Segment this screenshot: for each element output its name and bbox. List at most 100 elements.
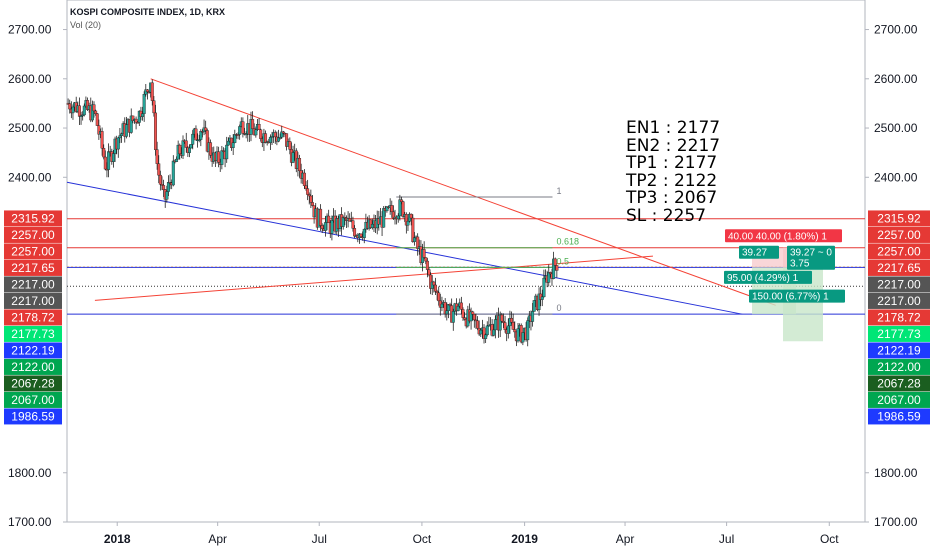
trade-plan-note[interactable]: EN1 : 2177 EN2 : 2217 TP1 : 2177 TP2 : 2… — [626, 119, 721, 225]
candle-body — [370, 224, 374, 228]
price-label-right-bg — [868, 276, 930, 293]
candle-body — [396, 215, 400, 220]
candle-body — [288, 141, 292, 150]
note-line-tp1: TP1 : 2177 — [626, 153, 718, 173]
candle-body — [204, 127, 208, 131]
candle-body — [71, 106, 75, 114]
candle-body — [440, 303, 444, 308]
candle-body — [510, 318, 514, 323]
price-label-left: 2257.00 — [11, 228, 55, 242]
x-tick-label: 2019 — [511, 532, 538, 546]
candle-body — [268, 136, 272, 143]
price-label-left-bg — [4, 375, 62, 392]
x-tick-label: 2018 — [104, 532, 131, 546]
candle-body — [259, 129, 263, 139]
price-label-right-bg — [868, 210, 930, 227]
candle-body — [359, 233, 363, 237]
price-label-right: 1986.59 — [877, 409, 921, 423]
candle-body — [298, 158, 302, 171]
candle-body — [433, 284, 437, 292]
fib-level-label: 0 — [556, 303, 561, 313]
position-label-target-1-bg — [724, 270, 812, 284]
y-tick-label-left: 2500.00 — [8, 121, 52, 135]
price-label-right: 2177.73 — [877, 327, 921, 341]
position-label-risk: 40.00 40.00 (1.80%) 1 — [728, 231, 827, 242]
candle-body — [155, 149, 159, 164]
volume-indicator-label[interactable]: Vol (20) — [70, 20, 102, 30]
plot-area — [66, 0, 866, 523]
candle-body — [471, 311, 475, 315]
candle-body — [424, 257, 428, 262]
price-label-right-bg — [868, 408, 930, 425]
price-label-right: 2257.00 — [877, 228, 921, 242]
candle-body — [500, 314, 504, 322]
price-label-left: 2217.00 — [11, 277, 55, 291]
candle-body — [353, 228, 357, 237]
candle-body — [150, 82, 154, 101]
price-label-left-bg — [4, 276, 62, 293]
candle-body — [472, 314, 476, 321]
trendline — [150, 78, 776, 306]
candle-body — [531, 311, 535, 322]
position-label-target-2: 150.00 (6.77%) 1 — [752, 292, 829, 303]
position-label-rr-2-bg — [787, 245, 835, 259]
candle-body — [323, 222, 327, 231]
position-label-rr-1-bg — [739, 245, 779, 259]
fib-level-label: 1 — [556, 186, 561, 196]
candle-body — [341, 217, 345, 227]
candle-body — [124, 124, 128, 137]
candle-body — [152, 100, 156, 114]
price-label-left-bg — [4, 243, 62, 260]
price-label-right: 2315.92 — [877, 211, 921, 225]
candle-body — [385, 206, 389, 212]
position-label-ratio-bg — [787, 256, 835, 270]
price-label-left-bg — [4, 226, 62, 243]
candle-body — [435, 291, 439, 294]
symbol-title: KOSPI COMPOSITE INDEX, 1D, KRX — [70, 7, 226, 17]
price-label-left: 2067.28 — [11, 376, 55, 390]
note-line-en2: EN2 : 2217 — [626, 135, 721, 156]
candle-body — [154, 112, 158, 150]
candle-body — [506, 325, 510, 334]
y-tick-label-right: 2700.00 — [874, 23, 918, 37]
candle-body — [175, 158, 179, 162]
candle-body — [542, 277, 546, 298]
candle-body — [513, 329, 517, 333]
candle-body — [68, 103, 72, 110]
candles-group — [66, 79, 559, 347]
candle-body — [461, 309, 465, 318]
candle-body — [304, 185, 308, 189]
candle-body — [194, 128, 198, 141]
price-label-right-bg — [868, 375, 930, 392]
candle-body — [451, 311, 455, 323]
candle-body — [459, 302, 463, 310]
candle-body — [145, 89, 149, 92]
position-label-risk-bg — [725, 229, 842, 243]
candle-body — [92, 104, 96, 112]
y-tick-label-right: 2500.00 — [874, 121, 918, 135]
candle-body — [526, 320, 530, 341]
candle-body — [540, 296, 544, 300]
candle-body — [310, 202, 314, 206]
price-label-left-bg — [4, 358, 62, 375]
candle-body — [171, 160, 175, 186]
price-label-left-bg — [4, 342, 62, 359]
price-label-right-bg — [868, 243, 930, 260]
candle-body — [131, 115, 135, 121]
candle-body — [320, 225, 324, 230]
price-label-left: 2177.73 — [11, 327, 55, 341]
price-label-right-bg — [868, 292, 930, 309]
candle-body — [209, 142, 213, 156]
candle-body — [446, 304, 450, 311]
candle-body — [142, 94, 146, 114]
candle-body — [165, 191, 169, 200]
note-line-tp2: TP2 : 2122 — [626, 170, 718, 191]
candle-body — [257, 124, 261, 130]
candle-body — [111, 153, 115, 162]
candle-body — [158, 174, 162, 185]
candle-body — [306, 188, 310, 195]
candle-body — [307, 194, 311, 197]
price-label-left: 2315.92 — [11, 211, 55, 225]
